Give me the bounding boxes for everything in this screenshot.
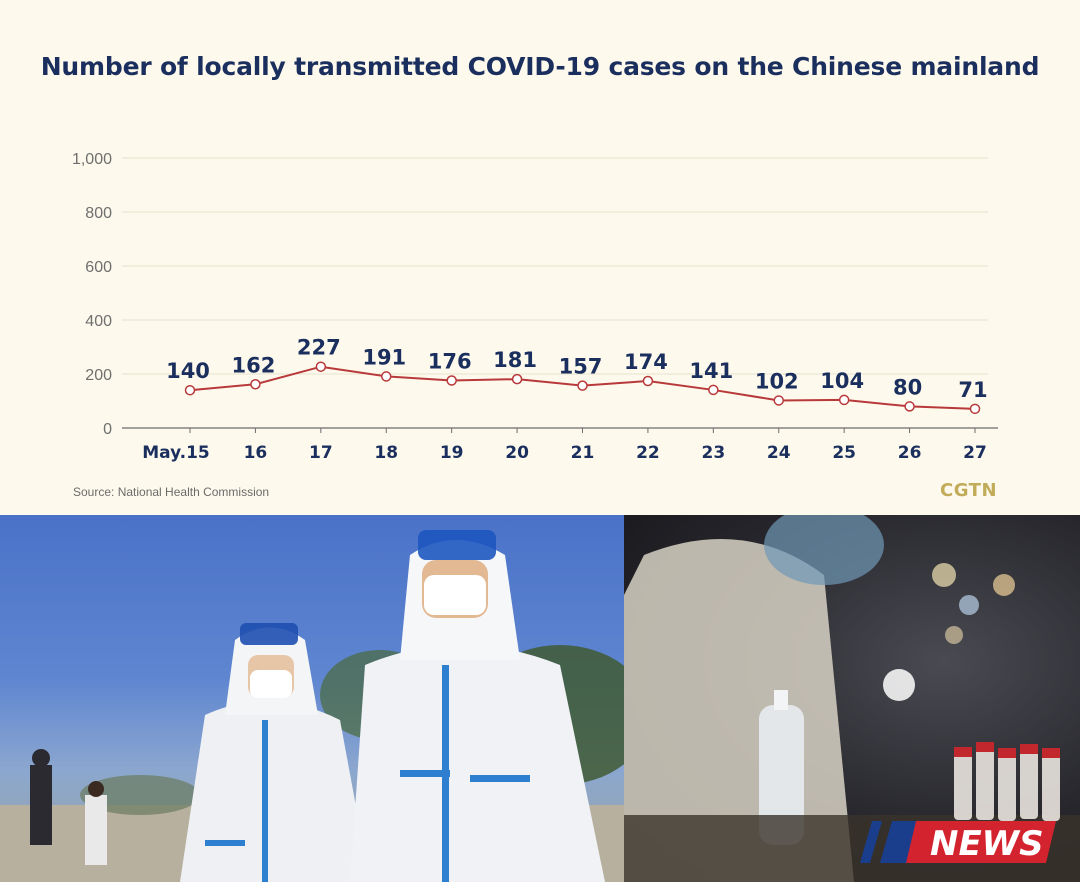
y-tick-label: 0 (103, 421, 112, 438)
testing-site-illustration (624, 515, 1080, 882)
data-point (577, 380, 588, 391)
data-point (773, 395, 784, 406)
y-axis-ticks: 0 200 400 600 800 1,000 (72, 151, 112, 438)
x-tick-label: 17 (309, 443, 333, 463)
data-point (904, 401, 915, 412)
data-label: 141 (689, 359, 733, 383)
x-tick-label: 27 (963, 443, 987, 463)
health-workers-illustration (0, 530, 624, 882)
data-labels: 140 162 227 191 176 181 157 174 141 102 104 80 71 (166, 336, 988, 402)
x-tick-label: 16 (244, 443, 268, 463)
y-tick-label: 400 (85, 313, 112, 330)
source-note: Source: National Health Commission (73, 485, 270, 499)
data-point (511, 373, 523, 385)
data-label: 162 (231, 353, 275, 377)
data-label: 191 (362, 345, 406, 369)
data-label: 174 (624, 350, 668, 374)
chart-title: Number of locally transmitted COVID-19 c… (40, 52, 1040, 81)
data-label: 71 (958, 378, 987, 402)
data-point (969, 403, 981, 415)
y-tick-label: 1,000 (72, 151, 112, 168)
data-label: 104 (820, 369, 864, 393)
y-tick-label: 600 (85, 259, 112, 276)
data-label: 157 (559, 355, 603, 379)
data-point (708, 384, 719, 396)
x-tick-label: 25 (832, 443, 856, 463)
x-tick-label: 18 (374, 443, 398, 463)
chart-panel: Number of locally transmitted COVID-19 c… (0, 0, 1080, 515)
y-tick-label: 800 (85, 205, 112, 222)
data-label: 227 (297, 336, 341, 360)
data-point (446, 375, 457, 386)
data-point (642, 375, 654, 387)
data-point (315, 361, 327, 372)
data-label: 102 (755, 369, 799, 393)
data-label: 176 (428, 349, 472, 373)
x-axis-ticks: May.15 16 17 18 19 20 21 22 23 24 25 26 27 (142, 428, 987, 463)
data-label: 140 (166, 359, 210, 383)
data-point (838, 394, 850, 406)
data-points (184, 361, 981, 415)
news-logo-text: NEWS (930, 824, 1044, 864)
x-tick-label: May.15 (142, 443, 210, 463)
cgtn-logo: CGTN (940, 480, 998, 501)
data-label: 181 (493, 348, 537, 372)
in-news-logo: NEWS (860, 821, 1056, 864)
data-point (184, 384, 196, 396)
data-point (381, 371, 392, 382)
data-label: 80 (893, 375, 922, 399)
photo-health-workers (0, 515, 624, 882)
x-tick-label: 20 (505, 443, 529, 463)
x-tick-label: 22 (636, 443, 660, 463)
x-tick-label: 26 (898, 443, 922, 463)
x-tick-label: 21 (571, 443, 595, 463)
x-tick-label: 23 (701, 443, 725, 463)
x-tick-label: 24 (767, 443, 791, 463)
y-tick-label: 200 (85, 367, 112, 384)
grid-lines (122, 157, 988, 375)
line-chart: 0 200 400 600 800 1,000 May.15 16 17 18 19 20 21 22 2… (72, 151, 998, 463)
x-tick-label: 19 (440, 443, 464, 463)
photo-testing-site (624, 515, 1080, 882)
data-point (250, 379, 261, 390)
